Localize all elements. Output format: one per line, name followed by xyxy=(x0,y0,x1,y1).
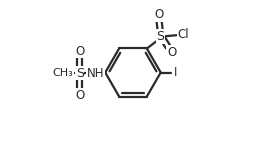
Text: CH₃: CH₃ xyxy=(52,68,73,78)
Text: Cl: Cl xyxy=(177,28,189,41)
Text: O: O xyxy=(167,46,176,59)
Text: NH: NH xyxy=(87,67,104,80)
Text: O: O xyxy=(75,45,84,58)
Text: I: I xyxy=(174,66,177,79)
Text: S: S xyxy=(76,67,84,80)
Text: S: S xyxy=(156,30,164,43)
Text: O: O xyxy=(154,8,164,21)
Text: O: O xyxy=(75,89,84,102)
